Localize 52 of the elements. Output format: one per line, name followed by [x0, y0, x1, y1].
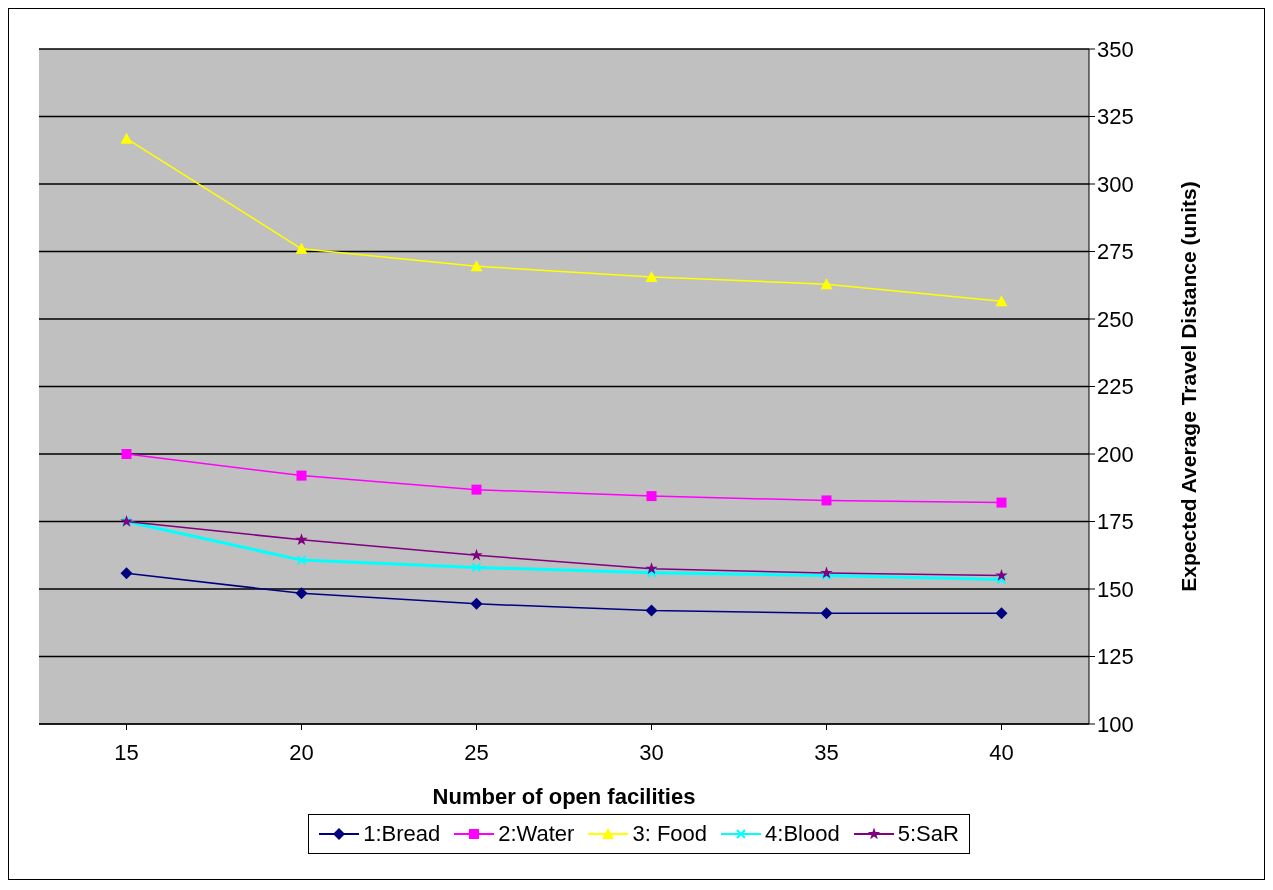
point [470, 597, 483, 610]
point [295, 533, 308, 546]
point [121, 449, 132, 459]
point [120, 567, 133, 580]
legend-label: 2:Water [498, 821, 575, 847]
point [820, 566, 833, 579]
x-tick-label: 30 [639, 739, 664, 765]
x-tick-label: 20 [289, 739, 314, 765]
point [295, 242, 308, 254]
x-axis-title: Number of open facilities [432, 784, 696, 809]
y-tick-label: 350 [1097, 36, 1134, 62]
y-tick-label: 150 [1097, 576, 1134, 602]
point [821, 570, 832, 581]
point [296, 470, 307, 481]
legend-label: 3: Food [632, 821, 708, 847]
point [821, 495, 832, 506]
point [470, 260, 483, 272]
point [296, 555, 307, 566]
legend-label: 4:Blood [765, 821, 840, 847]
y-axis-title: Expected Average Travel Distance (units) [1177, 181, 1201, 592]
point [120, 132, 133, 144]
y-tick-label: 300 [1097, 171, 1134, 197]
point [995, 295, 1008, 307]
point [471, 484, 482, 495]
point [646, 567, 657, 578]
x-tick-label: 25 [464, 739, 489, 765]
point [996, 497, 1007, 508]
point [820, 278, 833, 290]
y-tick-label: 325 [1097, 104, 1134, 130]
point [995, 569, 1008, 581]
point [995, 607, 1008, 620]
y-tick-label: 200 [1097, 441, 1134, 467]
y-tick-label: 275 [1097, 239, 1134, 265]
point [295, 587, 308, 600]
x-tick-label: 15 [114, 739, 139, 765]
y-tick-label: 100 [1097, 711, 1134, 737]
x-tick-label: 35 [814, 739, 839, 765]
point [996, 574, 1007, 585]
y-tick-label: 125 [1097, 644, 1134, 670]
point [645, 604, 658, 617]
point [645, 270, 658, 282]
point [470, 548, 483, 561]
point [646, 491, 657, 502]
y-tick-label: 250 [1097, 306, 1134, 332]
y-tick-label: 225 [1097, 374, 1134, 400]
point [820, 607, 833, 620]
point [645, 562, 658, 575]
x-tick-label: 40 [989, 739, 1014, 765]
legend-label: 1:Bread [363, 821, 441, 847]
point [471, 562, 482, 573]
y-tick-label: 175 [1097, 509, 1134, 535]
legend-label: 5:SaR [897, 821, 959, 847]
